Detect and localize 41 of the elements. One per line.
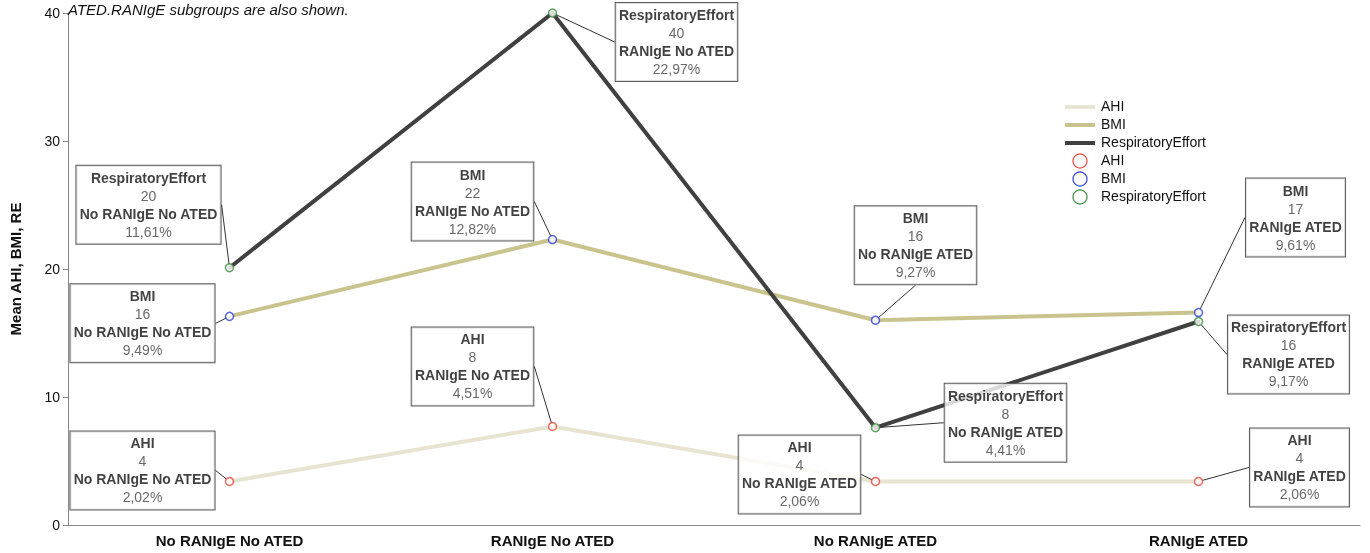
data-label: RespiratoryEffort 20 No RANIgE No ATED 11,61% <box>79 169 218 240</box>
point <box>1193 316 1204 327</box>
x-tick-label: No RANIgE No ATED <box>155 532 304 549</box>
y-axis-title: Mean AHI, BMI, RE <box>7 202 24 336</box>
data-label: BMI 17 RANIgE ATED 9,61% <box>1249 182 1342 253</box>
data-label: RespiratoryEffort 16 RANIgE ATED 9,17% <box>1230 319 1347 390</box>
legend-label: AHI <box>1101 152 1125 168</box>
point <box>224 476 235 487</box>
point <box>547 8 558 18</box>
y-tick-label: 0 <box>52 517 61 533</box>
x-tick-label: RANIgE No ATED <box>490 532 615 549</box>
point <box>870 476 881 487</box>
point <box>224 311 235 322</box>
data-label: AHI 8 RANIgE No ATED 4,51% <box>414 331 531 402</box>
x-tick-label: No RANIgE ATED <box>813 532 938 549</box>
data-label: RespiratoryEffort 40 RANIgE No ATED 22,97% <box>618 7 735 77</box>
y-tick-label: 30 <box>44 133 61 149</box>
point <box>870 422 881 433</box>
point <box>1193 307 1204 318</box>
point <box>547 234 558 245</box>
data-label: BMI 16 No RANIgE No ATED 9,49% <box>73 288 212 359</box>
y-tick-label: 10 <box>44 389 61 405</box>
x-tick-label: RANIgE ATED <box>1148 532 1249 549</box>
data-label: AHI 4 No RANIgE ATED 2,06% <box>741 439 858 510</box>
point <box>870 315 881 325</box>
data-label: BMI 22 RANIgE No ATED 12,82% <box>414 166 531 237</box>
point <box>224 262 235 273</box>
legend-label: AHI <box>1101 98 1125 114</box>
legend-label: BMI <box>1101 170 1126 186</box>
data-label: BMI 16 No RANIgE ATED 9,27% <box>857 210 974 281</box>
data-label: AHI 4 No RANIgE No ATED 2,02% <box>73 435 212 506</box>
annotation: ATED.RANIgE subgroups are also shown. <box>67 1 349 18</box>
legend-label: RespiratoryEffort <box>1101 134 1206 150</box>
data-label: AHI 4 RANIgE ATED 2,06% <box>1253 432 1346 503</box>
legend-label: RespiratoryEffort <box>1101 188 1206 204</box>
y-tick-label: 40 <box>44 5 61 21</box>
point <box>1193 476 1204 487</box>
data-label: RespiratoryEffort 8 No RANIgE ATED 4,41% <box>947 387 1064 458</box>
legend-label: BMI <box>1101 116 1126 132</box>
point <box>547 421 558 432</box>
y-tick-label: 20 <box>44 261 61 277</box>
